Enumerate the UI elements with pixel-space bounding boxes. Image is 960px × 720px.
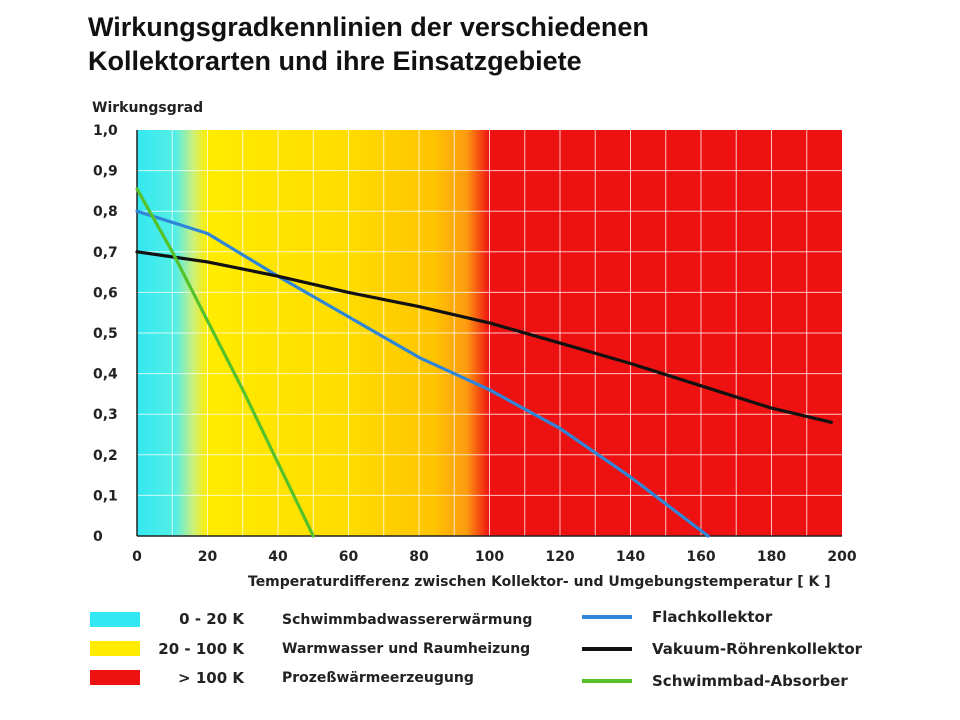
- legend-line-absorber: [582, 679, 632, 683]
- x-tick-label: 80: [409, 549, 429, 565]
- chart-title: Wirkungsgradkennlinien der verschiedenen…: [88, 10, 948, 78]
- y-tick-label: 0: [93, 529, 103, 545]
- x-tick-label: 60: [339, 549, 359, 565]
- y-tick-label: 0,7: [93, 245, 118, 261]
- x-tick-label: 140: [616, 549, 645, 565]
- title-line-1: Wirkungsgradkennlinien der verschiedenen: [88, 12, 649, 42]
- title-line-2: Kollektorarten und ihre Einsatzgebiete: [88, 46, 582, 76]
- legend-line-flachkollektor: [582, 615, 632, 619]
- x-tick-label: 20: [198, 549, 218, 565]
- legend-line-vakuum: [582, 647, 632, 651]
- legend-desc-cyan: Schwimmbadwassererwärmung: [282, 612, 533, 628]
- x-tick-label: 100: [475, 549, 504, 565]
- legend-label-absorber: Schwimmbad-Absorber: [652, 672, 848, 690]
- legend-range-cyan: 0 - 20 K: [179, 610, 244, 628]
- legend-swatch-yellow: [90, 641, 140, 656]
- y-tick-label: 0,4: [93, 367, 118, 383]
- x-tick-label: 200: [827, 549, 856, 565]
- legend-desc-yellow: Warmwasser und Raumheizung: [282, 641, 531, 657]
- y-tick-label: 0,2: [93, 448, 118, 464]
- x-tick-label: 40: [268, 549, 288, 565]
- y-tick-label: 0,1: [93, 488, 118, 504]
- y-tick-label: 0,8: [93, 204, 118, 220]
- series-line-1: [135, 250, 834, 424]
- legend-label-flachkollektor: Flachkollektor: [652, 608, 773, 626]
- series-lines: [135, 187, 834, 538]
- series-line-2: [135, 187, 315, 538]
- y-tick-label: 0,6: [93, 285, 118, 301]
- x-tick-label: 120: [545, 549, 574, 565]
- legend-swatch-cyan: [90, 612, 140, 627]
- y-tick-label: 0,3: [93, 407, 118, 423]
- axes: [136, 130, 842, 537]
- legend-label-vakuum: Vakuum-Röhrenkollektor: [652, 640, 863, 658]
- x-tick-label: 160: [686, 549, 715, 565]
- series-line-0: [135, 209, 710, 538]
- x-tick-label: 180: [757, 549, 786, 565]
- y-axis-label: Wirkungsgrad: [92, 100, 203, 116]
- legend-desc-red: Prozeßwärmeerzeugung: [282, 670, 474, 686]
- x-axis-label: Temperaturdifferenz zwischen Kollektor- …: [248, 574, 831, 590]
- tick-labels: 0 20 40 60 80 100 120 140 160 180 200 0 0,1 0,2 0,3 0,4…: [93, 123, 857, 565]
- y-tick-label: 0,5: [93, 326, 118, 342]
- x-tick-label: 0: [132, 549, 142, 565]
- legend-swatch-red: [90, 670, 140, 685]
- efficiency-chart: 0 20 40 60 80 100 120 140 160 180 200 0 0,1 0,2 0,3 0,4…: [92, 100, 857, 590]
- legend-range-yellow: 20 - 100 K: [158, 640, 244, 658]
- legend-range-red: > 100 K: [178, 669, 244, 687]
- y-tick-label: 1,0: [93, 123, 118, 139]
- grid: [137, 130, 842, 536]
- y-tick-label: 0,9: [93, 164, 118, 180]
